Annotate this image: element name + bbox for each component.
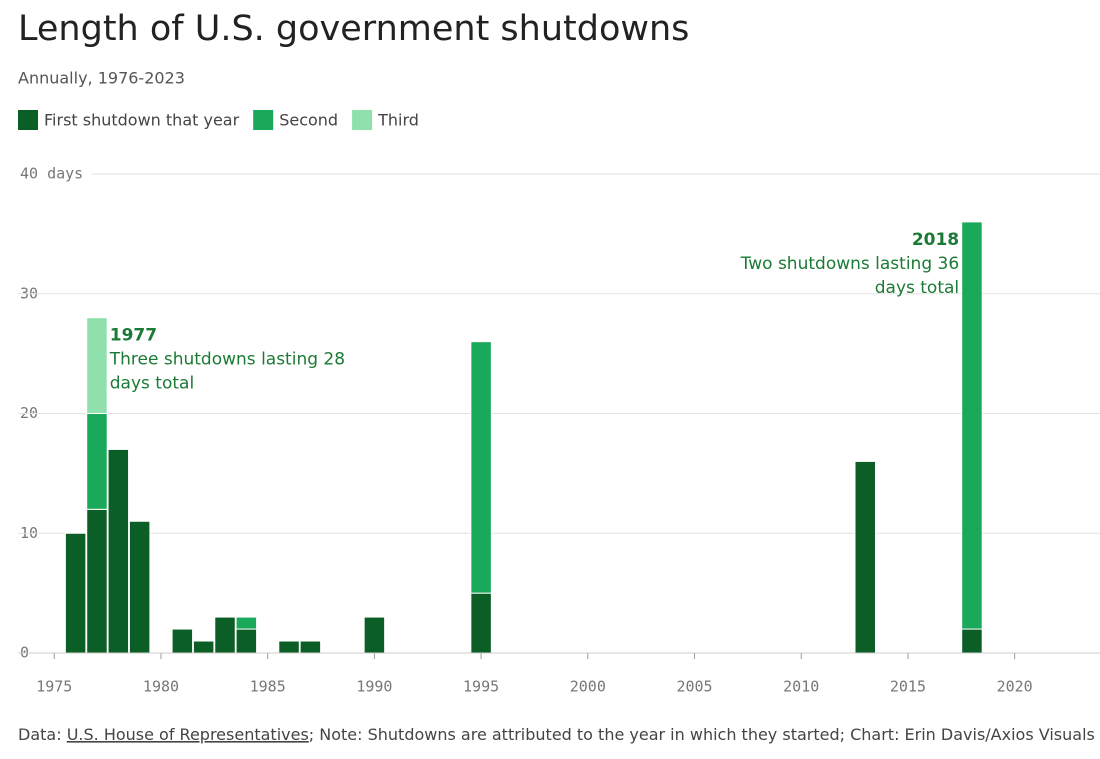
x-tick-label: 2005	[676, 678, 712, 696]
bar-segment	[299, 640, 322, 654]
bar-segment	[854, 460, 876, 654]
bar-segment	[961, 221, 983, 630]
annotation-text: days total	[875, 278, 959, 298]
annotation-text: Three shutdowns lasting 28	[109, 350, 345, 370]
bar-segment	[235, 616, 258, 630]
bar-segment	[128, 520, 151, 654]
annotation-title: 2018	[912, 230, 959, 250]
x-tick-label: 1975	[36, 678, 72, 696]
source-prefix: Data:	[18, 725, 67, 744]
y-tick-label: 40 days	[20, 165, 83, 183]
x-tick-label: 2000	[570, 678, 606, 696]
annotation-text: Two shutdowns lasting 36	[740, 254, 959, 274]
bar-segment	[86, 413, 108, 510]
legend-swatch	[18, 110, 38, 130]
chart-title: Length of U.S. government shutdowns	[18, 9, 689, 49]
bar-segment	[107, 448, 130, 654]
legend-swatch	[253, 110, 274, 130]
annotation-text: days total	[110, 374, 194, 394]
bar-segment	[86, 508, 108, 654]
x-tick-label: 1980	[143, 678, 179, 696]
bar-segment	[961, 628, 983, 654]
x-tick-label: 1990	[356, 678, 392, 696]
bar-segment	[470, 341, 492, 594]
legend-label: Third	[377, 111, 419, 130]
bar-segment	[86, 317, 108, 415]
bar-segment	[64, 532, 87, 654]
bar-segment	[470, 592, 492, 654]
bar-segment	[363, 616, 386, 654]
legend-label: First shutdown that year	[44, 111, 240, 130]
x-tick-label: 2015	[890, 678, 926, 696]
x-tick-label: 2010	[783, 678, 819, 696]
bar-segment	[278, 640, 300, 654]
legend-label: Second	[279, 111, 338, 130]
x-tick-label: 2020	[997, 678, 1033, 696]
chart-subtitle: Annually, 1976-2023	[18, 69, 185, 88]
bar-segment	[192, 640, 215, 654]
source: Data: U.S. House of Representatives; Not…	[18, 725, 1095, 744]
bar-segment	[171, 628, 194, 654]
source-link[interactable]: U.S. House of Representatives	[67, 725, 309, 744]
annotation-title: 1977	[110, 326, 157, 346]
bar-segment	[214, 616, 236, 654]
source-suffix: ; Note: Shutdowns are attributed to the …	[309, 725, 1095, 744]
x-tick-label: 1985	[250, 678, 286, 696]
bar-segment	[235, 628, 258, 654]
x-tick-label: 1995	[463, 678, 499, 696]
legend-swatch	[352, 110, 373, 130]
